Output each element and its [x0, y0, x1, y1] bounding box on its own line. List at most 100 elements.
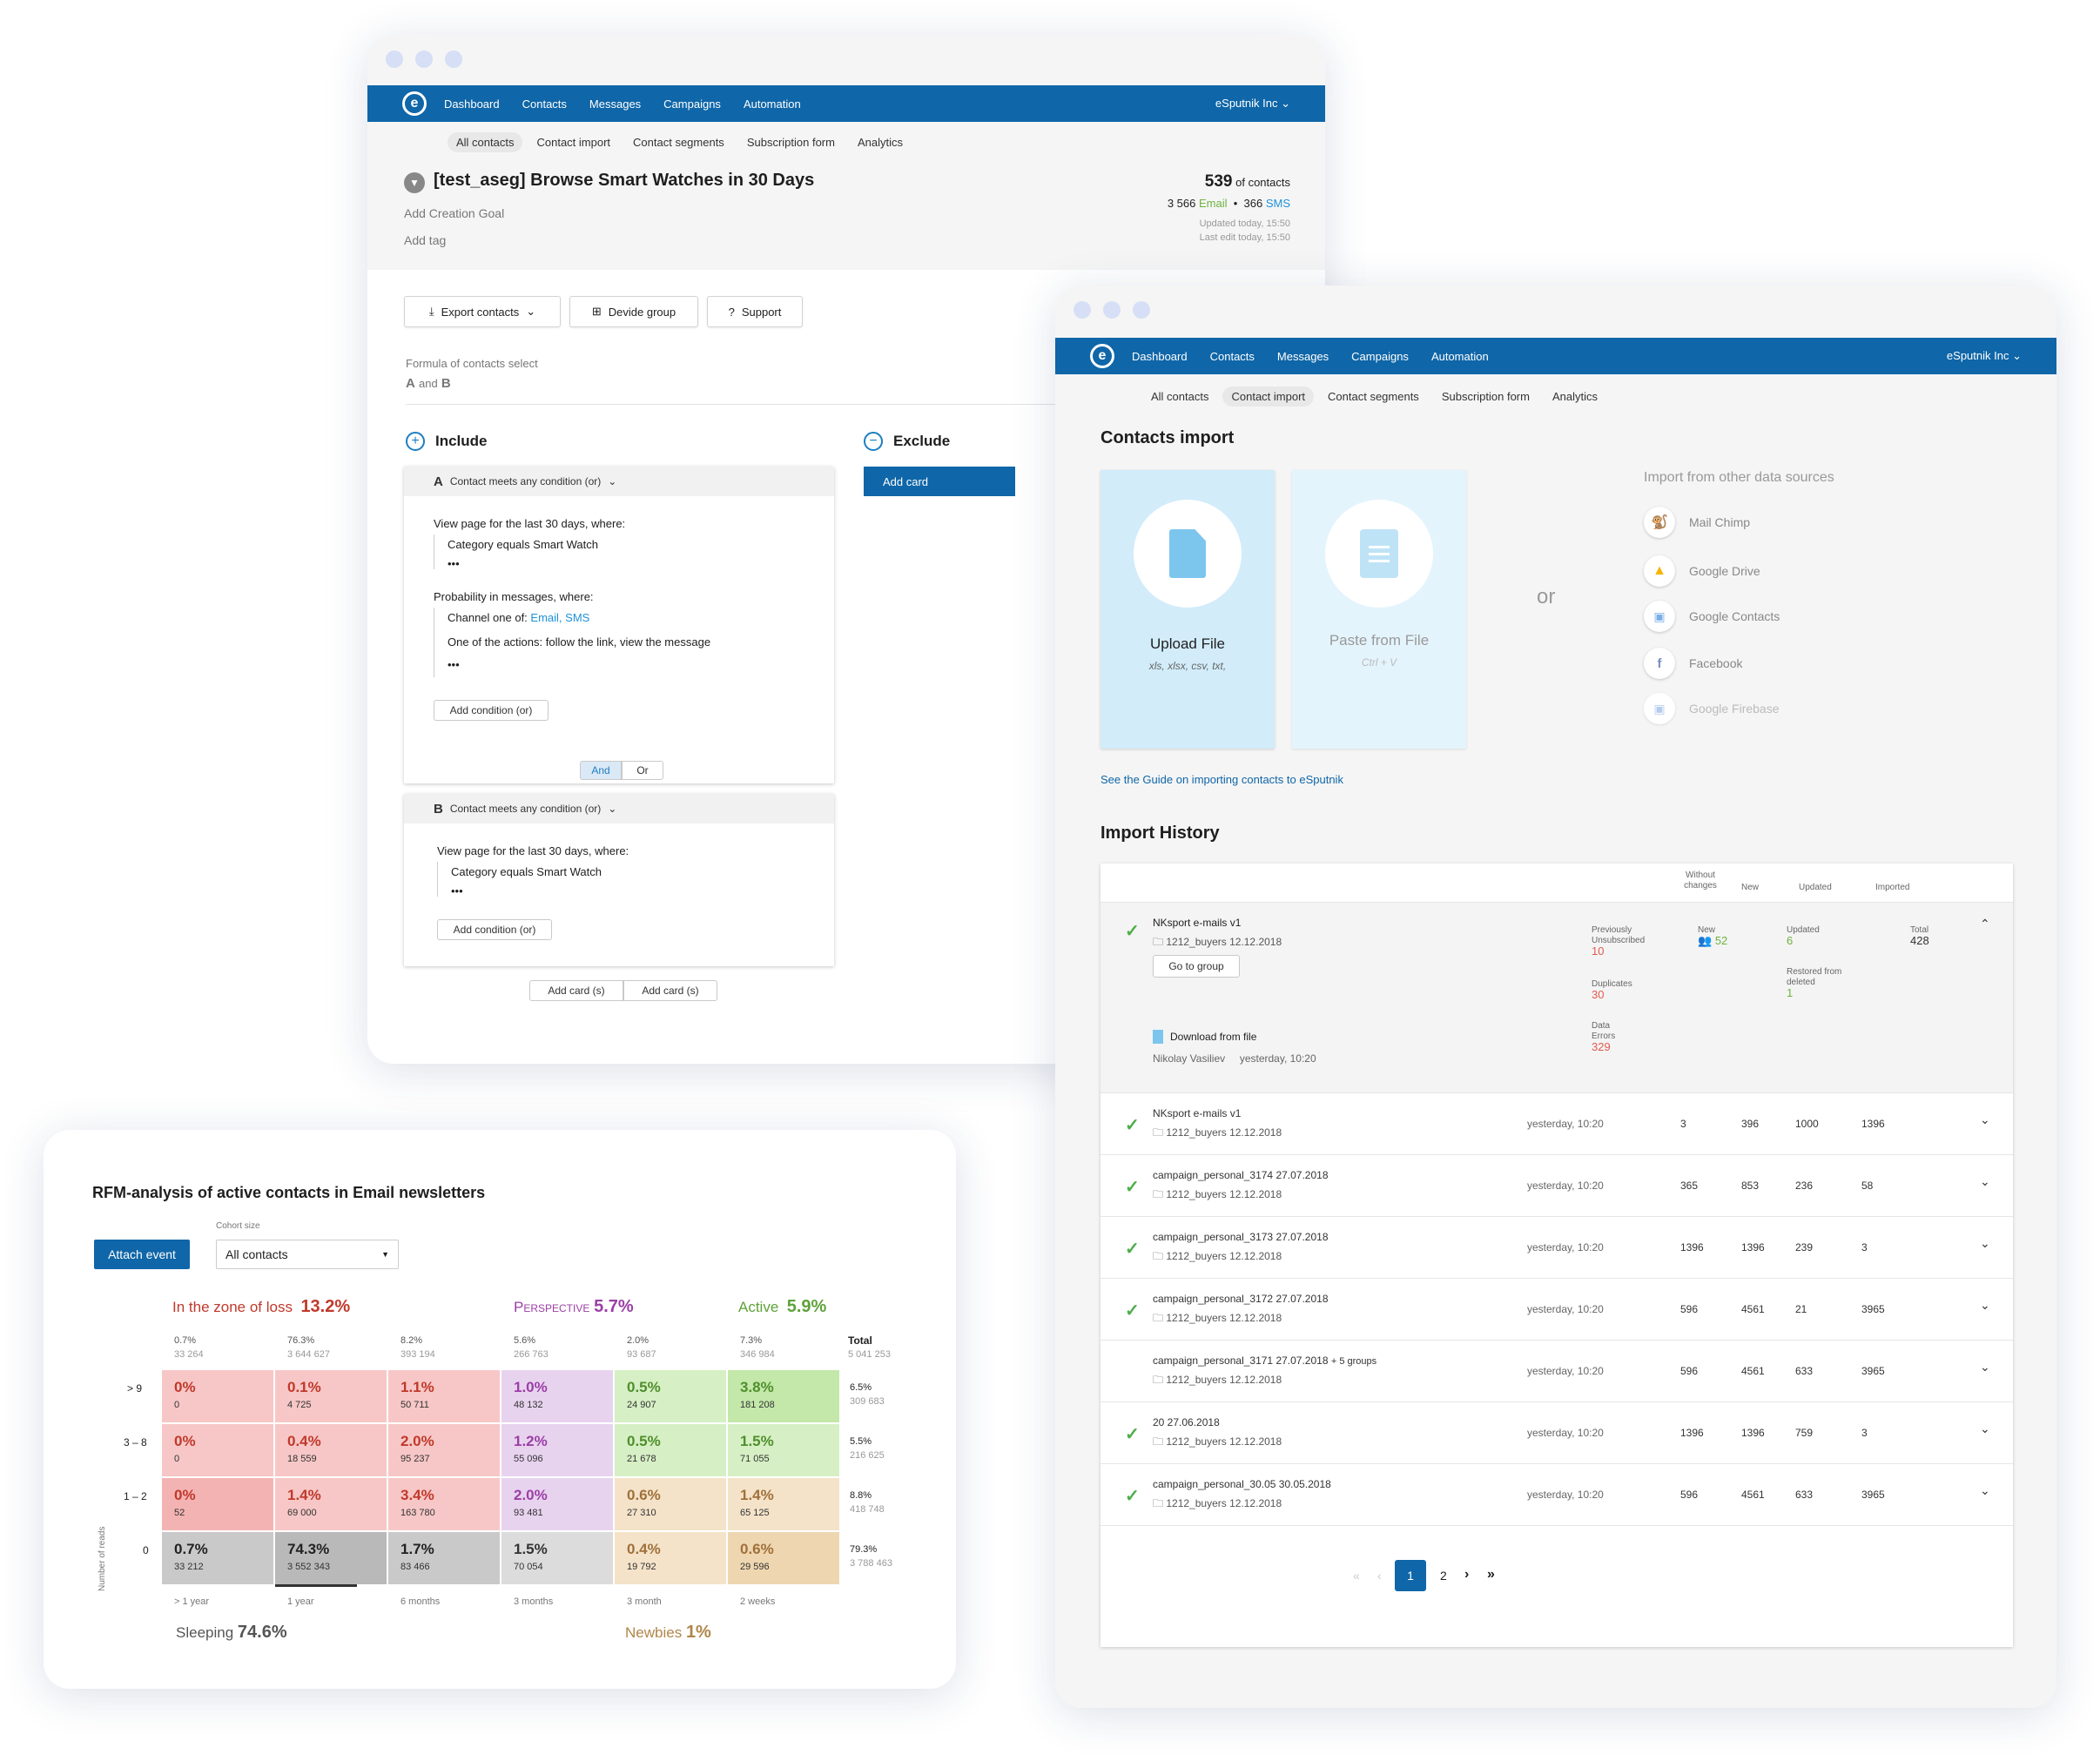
go-to-group-button[interactable]: Go to group	[1153, 955, 1240, 978]
account-menu[interactable]: eSputnik Inc ⌄	[1946, 349, 2022, 362]
tab-contact-import[interactable]: Contact import	[536, 136, 611, 149]
and-toggle[interactable]: And	[580, 761, 622, 780]
account-menu[interactable]: eSputnik Inc ⌄	[1215, 97, 1290, 110]
heatmap-cell[interactable]: 1.2% 55 096	[501, 1424, 613, 1476]
heatmap-cell[interactable]: 0.5% 24 907	[615, 1370, 726, 1422]
support-button[interactable]: ? Support	[707, 296, 803, 327]
cohort-size-select[interactable]: All contacts ▼	[216, 1240, 399, 1269]
attach-event-button[interactable]: Attach event	[94, 1240, 190, 1269]
nav-campaigns[interactable]: Campaigns	[1351, 349, 1409, 363]
tab-contact-segments[interactable]: Contact segments	[633, 136, 724, 149]
heatmap-cell[interactable]: 1.1% 50 711	[388, 1370, 500, 1422]
prev-page-icon[interactable]: ‹	[1377, 1569, 1382, 1583]
heatmap-cell[interactable]: 1.0% 48 132	[501, 1370, 613, 1422]
add-card-button[interactable]: Add card (s)	[529, 980, 623, 1001]
chevron-down-icon[interactable]: ⌄	[1980, 1298, 1990, 1312]
source-google-contacts[interactable]: ▣ Google Contacts	[1644, 601, 1780, 632]
table-row[interactable]: ✓ campaign_personal_30.05 30.05.2018 🗀 12…	[1100, 1464, 2013, 1525]
heatmap-cell[interactable]: 0.6% 29 596	[728, 1532, 839, 1584]
heatmap-cell[interactable]: 0% 0	[162, 1370, 273, 1422]
tab-analytics[interactable]: Analytics	[1551, 390, 1598, 403]
nav-dashboard[interactable]: Dashboard	[1132, 349, 1188, 363]
download-from-file-link[interactable]: Download from file	[1153, 1030, 1256, 1044]
heatmap-cell[interactable]: 1.5% 70 054	[501, 1532, 613, 1584]
or-toggle[interactable]: Or	[622, 761, 663, 780]
more-icon[interactable]: •••	[448, 557, 460, 570]
chevron-down-icon[interactable]: ⌄	[1980, 1483, 1990, 1497]
nav-dashboard[interactable]: Dashboard	[444, 97, 500, 111]
add-condition-button[interactable]: Add condition (or)	[434, 700, 549, 721]
heatmap-cell[interactable]: 0.5% 21 678	[615, 1424, 726, 1476]
tab-subscription-form[interactable]: Subscription form	[1441, 390, 1530, 403]
chevron-down-icon[interactable]: ⌄	[1980, 1174, 1990, 1188]
formula-label: Formula of contacts select	[406, 357, 538, 370]
table-row[interactable]: ✓ NKsport e-mails v1 🗀 1212_buyers 12.12.…	[1100, 1093, 2013, 1154]
nav-contacts[interactable]: Contacts	[522, 97, 567, 111]
table-row[interactable]: ✓ campaign_personal_3173 27.07.2018 🗀 121…	[1100, 1217, 2013, 1278]
add-card-exclude-button[interactable]: Add card	[864, 467, 1015, 496]
tab-all-contacts[interactable]: All contacts	[1151, 390, 1209, 403]
tab-contact-import[interactable]: Contact import	[1222, 386, 1315, 407]
source-google-firebase[interactable]: ▣ Google Firebase	[1644, 693, 1780, 724]
export-contacts-button[interactable]: ⤓ Export contacts ⌄	[404, 296, 561, 327]
heatmap-cell[interactable]: 0.4% 19 792	[615, 1532, 726, 1584]
chevron-up-icon[interactable]: ⌃	[1980, 917, 1990, 931]
next-page-icon[interactable]: ›	[1464, 1567, 1470, 1582]
upload-file-card[interactable]: Upload File xls, xlsx, csv, txt,	[1100, 470, 1275, 749]
nav-campaigns[interactable]: Campaigns	[663, 97, 721, 111]
chevron-down-icon[interactable]: ⌄	[1980, 1236, 1990, 1250]
table-row[interactable]: ✓ 20 27.06.2018 🗀 1212_buyers 12.12.2018 y…	[1100, 1402, 2013, 1463]
heatmap-cell[interactable]: 1.4% 69 000	[275, 1478, 387, 1530]
tab-contact-segments[interactable]: Contact segments	[1328, 390, 1419, 403]
first-page-icon[interactable]: «	[1353, 1569, 1360, 1583]
chevron-down-icon[interactable]: ⌄	[1980, 1360, 1990, 1374]
chevron-down-icon[interactable]: ⌄	[1980, 1422, 1990, 1435]
heatmap-cell[interactable]: 1.4% 65 125	[728, 1478, 839, 1530]
add-creation-goal-link[interactable]: Add Creation Goal	[404, 206, 505, 220]
heatmap-cell[interactable]: 1.5% 71 055	[728, 1424, 839, 1476]
nav-messages[interactable]: Messages	[589, 97, 642, 111]
heatmap-cell[interactable]: 74.3% 3 552 343	[275, 1532, 387, 1584]
heatmap-cell[interactable]: 0% 0	[162, 1424, 273, 1476]
source-facebook[interactable]: f Facebook	[1644, 648, 1742, 679]
nav-messages[interactable]: Messages	[1276, 349, 1329, 363]
tab-subscription-form[interactable]: Subscription form	[746, 136, 835, 149]
import-guide-link[interactable]: See the Guide on importing contacts to e…	[1100, 773, 1343, 786]
table-row[interactable]: ✓ campaign_personal_3174 27.07.2018 🗀 121…	[1100, 1155, 2013, 1216]
source-google-drive[interactable]: ▲ Google Drive	[1644, 555, 1760, 587]
paste-file-card[interactable]: Paste from File Ctrl + V	[1292, 470, 1466, 749]
page-2[interactable]: 2	[1440, 1569, 1447, 1583]
more-icon[interactable]: •••	[448, 658, 460, 671]
divide-group-button[interactable]: ⊞ Devide group	[569, 296, 698, 327]
nav-contacts[interactable]: Contacts	[1209, 349, 1255, 363]
add-condition-button[interactable]: Add condition (or)	[437, 919, 552, 940]
heatmap-cell[interactable]: 3.8% 181 208	[728, 1370, 839, 1422]
heatmap-cell[interactable]: 2.0% 95 237	[388, 1424, 500, 1476]
last-page-icon[interactable]: »	[1487, 1567, 1495, 1582]
heatmap-cell[interactable]: 2.0% 93 481	[501, 1478, 613, 1530]
table-row[interactable]: ✓ campaign_personal_3172 27.07.2018 🗀 121…	[1100, 1279, 2013, 1340]
heatmap-cell[interactable]: 0.4% 18 559	[275, 1424, 387, 1476]
tab-analytics[interactable]: Analytics	[857, 136, 903, 149]
table-row[interactable]: campaign_personal_3171 27.07.2018 + 5 gr…	[1100, 1341, 2013, 1401]
card-b-header[interactable]: B Contact meets any condition (or) ⌄	[404, 794, 834, 823]
heatmap-cell[interactable]: 3.4% 163 780	[388, 1478, 500, 1530]
nav-automation[interactable]: Automation	[743, 97, 801, 111]
chevron-down-icon[interactable]: ⌄	[1980, 1112, 1990, 1126]
tab-all-contacts[interactable]: All contacts	[448, 132, 523, 152]
add-tag-link[interactable]: Add tag	[404, 233, 447, 247]
heatmap-cell[interactable]: 0.6% 27 310	[615, 1478, 726, 1530]
heatmap-cell[interactable]: 0.7% 33 212	[162, 1532, 273, 1584]
card-a-header[interactable]: A Contact meets any condition (or) ⌄	[404, 467, 834, 496]
source-mailchimp[interactable]: 🐒 Mail Chimp	[1644, 507, 1750, 538]
heatmap-cell[interactable]: 1.7% 83 466	[388, 1532, 500, 1584]
add-card-button[interactable]: Add card (s)	[623, 980, 717, 1001]
condition-text: Probability in messages, where:	[434, 590, 594, 603]
page-1[interactable]: 1	[1395, 1560, 1426, 1591]
nav-automation[interactable]: Automation	[1430, 349, 1489, 363]
more-icon[interactable]: •••	[451, 884, 463, 897]
include-heading: Include	[435, 433, 488, 449]
heatmap-cell[interactable]: 0.1% 4 725	[275, 1370, 387, 1422]
updated-time: Updated today, 15:50	[1199, 218, 1290, 229]
heatmap-cell[interactable]: 0% 52	[162, 1478, 273, 1530]
